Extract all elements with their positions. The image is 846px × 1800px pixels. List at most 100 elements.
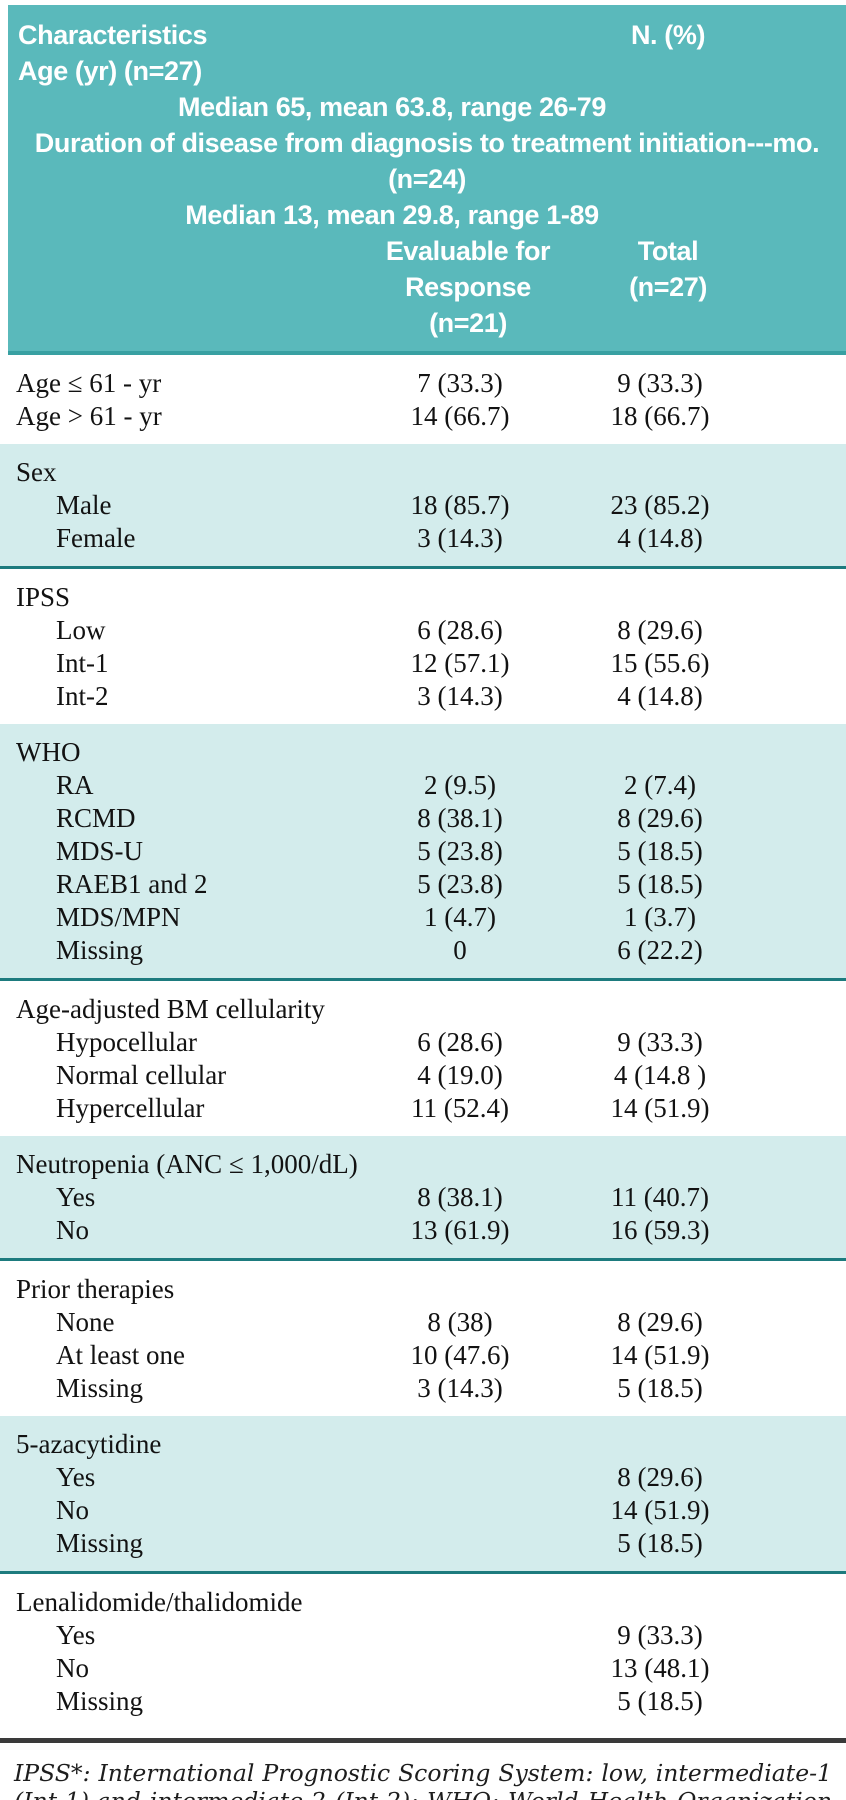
row-spacer [760,1214,846,1247]
evaluable-value [360,1619,560,1652]
evaluable-value: 6 (28.6) [417,1027,503,1057]
row-spacer [760,614,846,647]
row-label: Age ≤ 61 - yr [16,368,162,398]
row-spacer [760,680,846,713]
total-value: 5 (18.5) [617,836,703,866]
table-section: 5-azacytidine Yes 8 (29.6) No 14 (51.9) Missi… [0,1416,846,1574]
evaluable-value [360,1527,560,1560]
evaluable-value: 14 (66.7) [410,401,510,431]
section-title-row: IPSS [0,581,846,614]
section-title: Lenalidomide/thalidomide [16,1587,303,1617]
total-value: 1 (3.7) [624,902,696,932]
row-label: No [56,1215,89,1245]
table-row: Yes 9 (33.3) [0,1619,846,1652]
section-title: Neutropenia (ANC ≤ 1,000/dL) [16,1149,358,1179]
evaluable-value: 10 (47.6) [410,1340,510,1370]
duration-stats-line: Median 13, mean 29.8, range 1-89 [185,200,599,230]
row-label: Int-2 [56,681,109,711]
table-section: Prior therapies None 8 (38) 8 (29.6) At leas… [0,1261,846,1416]
total-value: 8 (29.6) [617,615,703,645]
evaluable-value [360,1685,560,1718]
row-spacer [760,400,846,433]
table-row: No 14 (51.9) [0,1494,846,1527]
table-section: Lenalidomide/thalidomide Yes 9 (33.3) No 13 … [0,1574,846,1729]
row-label: RAEB1 and 2 [56,869,208,899]
table-row: RA 2 (9.5) 2 (7.4) [0,769,846,802]
total-value: 5 (18.5) [617,1686,703,1716]
section-title-row: Age-adjusted BM cellularity [0,993,846,1026]
row-label: MDS-U [56,836,144,866]
evaluable-value: 8 (38.1) [417,1182,503,1212]
total-value: 8 (29.6) [617,803,703,833]
row-label: None [56,1307,115,1337]
section-title-row: Sex [0,456,846,489]
row-label: RA [56,770,94,800]
age-stats-line: Median 65, mean 63.8, range 26-79 [177,92,606,122]
row-label: Age > 61 - yr [16,401,162,431]
row-spacer [760,901,846,934]
evaluable-value [360,1494,560,1527]
row-label: Missing [56,1528,144,1558]
section-title-row: 5-azacytidine [0,1428,846,1461]
total-value: 4 (14.8) [617,681,703,711]
evaluable-column-header: Evaluable for Response (n=21) [368,233,568,341]
table-row: Missing 5 (18.5) [0,1685,846,1718]
row-spacer [760,1306,846,1339]
total-value: 9 (33.3) [617,1027,703,1057]
evaluable-value: 4 (19.0) [417,1060,503,1090]
section-title: IPSS [16,582,71,612]
evaluable-value: 2 (9.5) [424,770,496,800]
table-row: Int-2 3 (14.3) 4 (14.8) [0,680,846,713]
table-row: RAEB1 and 2 5 (23.8) 5 (18.5) [0,868,846,901]
table-row: No 13 (48.1) [0,1652,846,1685]
evaluable-value: 5 (23.8) [417,836,503,866]
row-label: At least one [56,1340,185,1370]
table-row: Missing 0 6 (22.2) [0,934,846,967]
row-spacer [760,647,846,680]
table-footnote: IPSS*: International Prognostic Scoring … [14,1759,832,1800]
duration-variable-label: Duration of disease from diagnosis to tr… [34,128,820,194]
evaluable-value [360,1652,560,1685]
table-row: Hypercellular 11 (52.4) 14 (51.9) [0,1092,846,1125]
evaluable-value: 3 (14.3) [417,523,503,553]
total-value: 18 (66.7) [610,401,710,431]
evaluable-column-header-line1: Evaluable for [385,236,551,266]
evaluable-value: 7 (33.3) [417,368,503,398]
row-label: Female [56,523,136,553]
evaluable-value [360,1461,560,1494]
evaluable-value: 8 (38) [427,1307,493,1337]
table-row: Age > 61 - yr 14 (66.7) 18 (66.7) [0,400,846,433]
row-spacer [760,1685,846,1718]
row-label: Yes [56,1620,96,1650]
total-value: 8 (29.6) [617,1462,703,1492]
section-title: Prior therapies [16,1274,175,1304]
row-label: Yes [56,1182,96,1212]
header-spacer [768,17,846,53]
evaluable-value: 6 (28.6) [417,615,503,645]
total-value: 23 (85.2) [610,490,710,520]
row-spacer [760,1339,846,1372]
row-spacer [760,1026,846,1059]
evaluable-value: 5 (23.8) [417,869,503,899]
row-label: RCMD [56,803,136,833]
evaluable-value: 11 (52.4) [411,1093,509,1123]
table-header: Characteristics N. (%) Age (yr) (n=27) M… [8,5,846,355]
section-title-row: Neutropenia (ANC ≤ 1,000/dL) [0,1148,846,1181]
characteristics-column-header: Characteristics [18,20,208,50]
table-body: Age ≤ 61 - yr 7 (33.3) 9 (33.3) Age > 61 - … [0,355,846,1729]
table-row: Missing 3 (14.3) 5 (18.5) [0,1372,846,1405]
total-value: 14 (51.9) [610,1495,710,1525]
row-label: Missing [56,1373,144,1403]
row-label: Missing [56,1686,144,1716]
table-row: MDS/MPN 1 (4.7) 1 (3.7) [0,901,846,934]
row-spacer [760,1619,846,1652]
total-column-header-line2: (n=27) [629,272,707,302]
n-percent-column-header: N. (%) [630,20,706,50]
row-label: MDS/MPN [56,902,181,932]
evaluable-value: 12 (57.1) [410,648,510,678]
evaluable-value: 1 (4.7) [424,902,496,932]
row-label: Normal cellular [56,1060,227,1090]
evaluable-value: 3 (14.3) [417,681,503,711]
row-spacer [760,489,846,522]
